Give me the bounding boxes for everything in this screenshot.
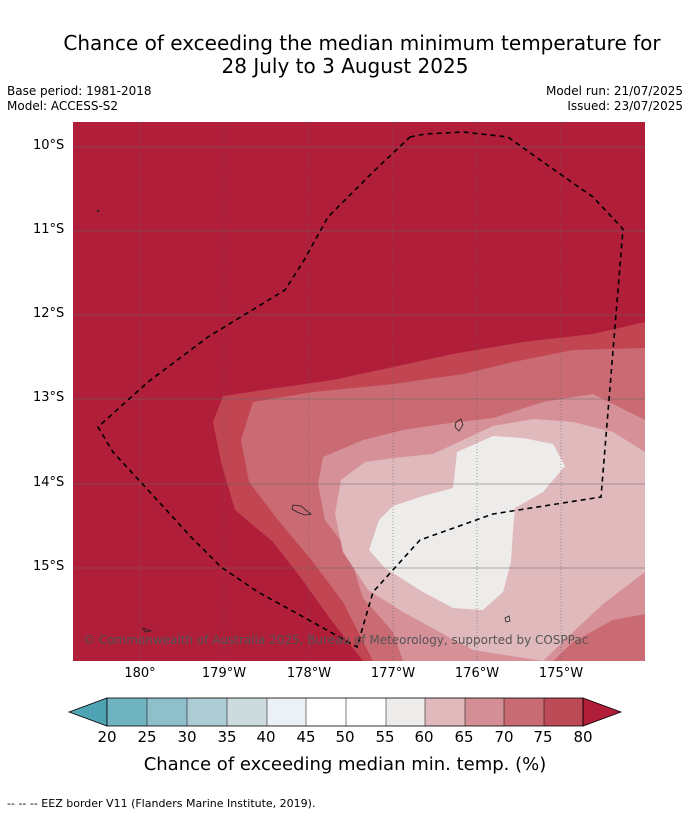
lat-tick-label: 10°S [33, 138, 65, 153]
meta-left: Base period: 1981-2018 Model: ACCESS-S2 [7, 84, 152, 114]
colorbar-label: 25 [137, 728, 157, 746]
colorbar-swatch [107, 698, 147, 726]
map-title-line1: Chance of exceeding the median minimum t… [63, 31, 661, 55]
colorbar-label: 30 [177, 728, 197, 746]
lon-tick-label: 179°W [201, 666, 247, 681]
island-outlines [96, 209, 511, 633]
colorbar-dividers [146, 698, 545, 726]
colorbar-label: 60 [414, 728, 434, 746]
colorbar-label: 20 [97, 728, 117, 746]
colorbar-swatch [306, 698, 346, 726]
forecast-map [73, 122, 645, 661]
lon-tick-label: 176°W [454, 666, 500, 681]
colorbar-swatch [187, 698, 227, 726]
colorbar-label: 80 [573, 728, 593, 746]
colorbar-swatch [227, 698, 267, 726]
colorbar [67, 697, 623, 727]
colorbar-label: 55 [375, 728, 395, 746]
colorbar-swatch [544, 698, 583, 726]
colorbar-swatch [465, 698, 504, 726]
colorbar-title: Chance of exceeding median min. temp. (%… [143, 754, 547, 775]
lon-tick-label: 178°W [286, 666, 332, 681]
lon-tick-label: 180° [124, 666, 156, 681]
colorbar-high-arrow [582, 697, 623, 727]
colorbar-frame [106, 697, 584, 727]
colorbar-swatch [504, 698, 544, 726]
lat-tick-label: 15°S [33, 559, 65, 574]
lat-tick-label: 11°S [33, 222, 65, 237]
lat-tick-label: 14°S [33, 475, 65, 490]
colorbar-label: 40 [256, 728, 276, 746]
colorbar-swatch [346, 698, 386, 726]
colorbar-label: 70 [494, 728, 514, 746]
colorbar-label: 35 [217, 728, 237, 746]
meta-right: Model run: 21/07/2025 Issued: 23/07/2025 [546, 84, 683, 114]
lat-tick-label: 13°S [33, 390, 65, 405]
model-name: Model: ACCESS-S2 [7, 99, 119, 113]
lat-gridlines [73, 146, 645, 569]
model-run: Model run: 21/07/2025 [545, 84, 683, 98]
lon-tick-label: 175°W [538, 666, 584, 681]
colorbar-swatch [386, 698, 425, 726]
eez-footnote: -- -- -- EEZ border V11 (Flanders Marine… [7, 797, 316, 810]
colorbar-label: 65 [454, 728, 474, 746]
issued-date: Issued: 23/07/2025 [567, 99, 683, 113]
copyright-credit: © Commonwealth of Australia 2025, Bureau… [83, 633, 589, 647]
colorbar-swatch [425, 698, 465, 726]
map-svg [73, 122, 645, 661]
lon-tick-label: 177°W [370, 666, 416, 681]
colorbar-swatch [147, 698, 187, 726]
lat-tick-label: 12°S [33, 306, 65, 321]
map-title-line2: 28 July to 3 August 2025 [221, 54, 469, 78]
colorbar-label: 75 [533, 728, 553, 746]
colorbar-label: 45 [296, 728, 316, 746]
colorbar-low-arrow [67, 697, 108, 727]
colorbar-swatch [267, 698, 306, 726]
base-period: Base period: 1981-2018 [7, 84, 152, 98]
colorbar-label: 50 [335, 728, 355, 746]
eez-border [96, 131, 624, 649]
